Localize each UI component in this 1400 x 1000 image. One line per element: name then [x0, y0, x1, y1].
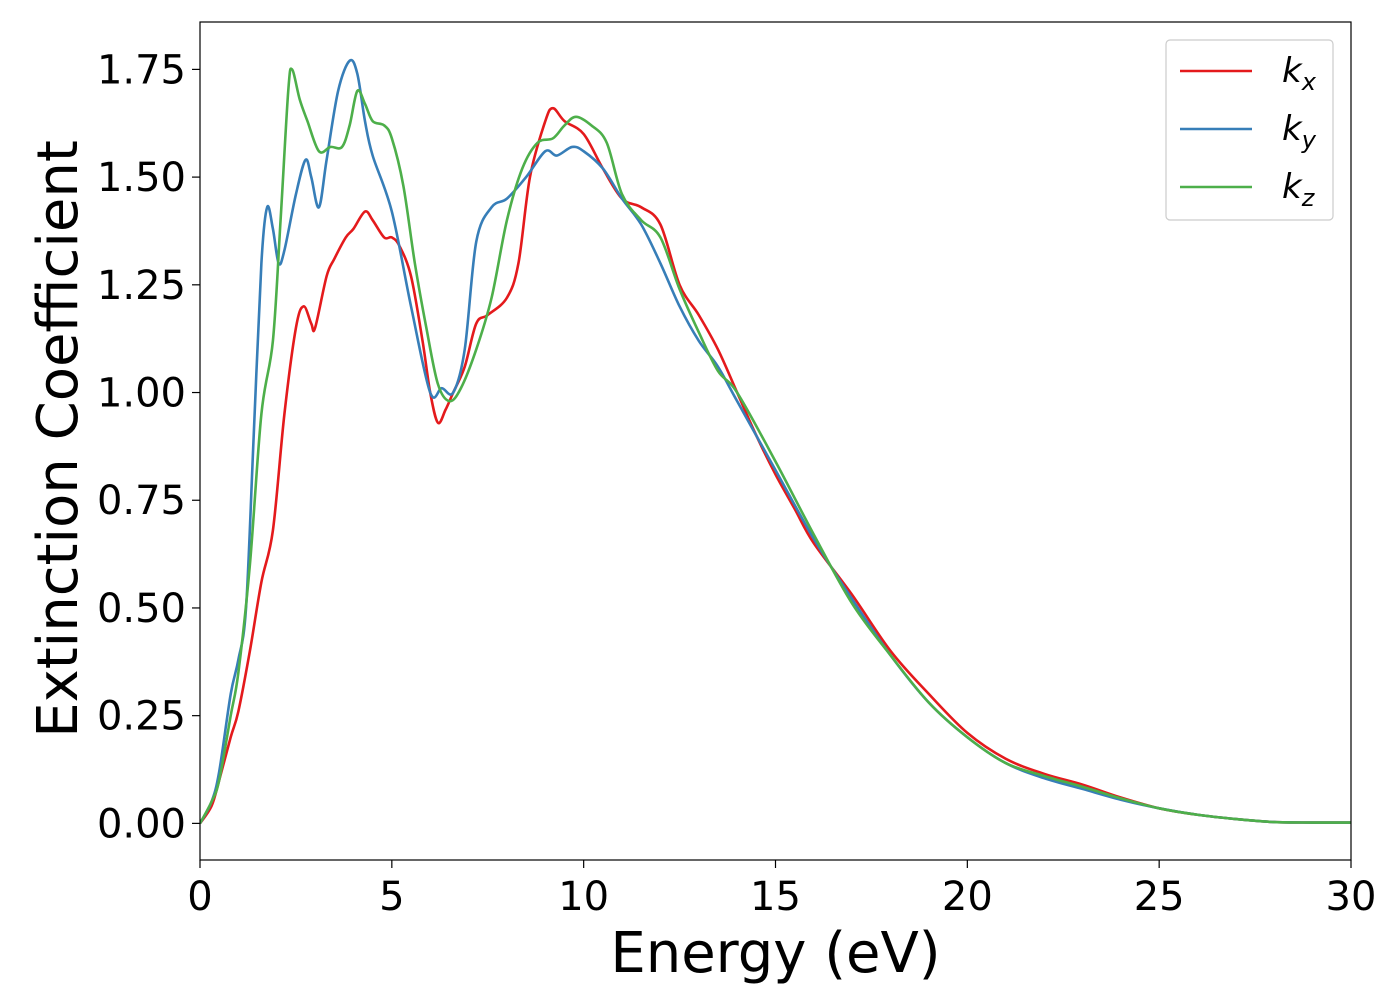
- y-tick-label: 1.50: [97, 155, 186, 201]
- x-tick-label: 15: [750, 874, 801, 920]
- x-tick-label: 30: [1326, 874, 1377, 920]
- y-tick-label: 1.25: [97, 263, 186, 309]
- series-line-kx: [200, 106, 1351, 825]
- series-line-kz: [200, 67, 1351, 824]
- x-tick-label: 25: [1134, 874, 1185, 920]
- x-axis-title: Energy (eV): [610, 921, 940, 986]
- x-tick-label: 5: [379, 874, 404, 920]
- y-tick-label: 0.75: [97, 478, 186, 524]
- x-tick-label: 10: [558, 874, 609, 920]
- y-axis-ticks: 0.00 0.25 0.50 0.75 1.00 1.25 1.50 1.75: [97, 47, 200, 847]
- y-tick-label: 1.75: [97, 47, 186, 93]
- series-layer: [200, 58, 1351, 825]
- y-tick-label: 0.25: [97, 694, 186, 740]
- y-tick-label: 0.00: [97, 801, 186, 847]
- x-tick-label: 20: [942, 874, 993, 920]
- y-axis-title: Extinction Coefficient: [26, 140, 91, 738]
- x-tick-label: 0: [187, 874, 212, 920]
- y-tick-label: 0.50: [97, 586, 186, 632]
- x-axis-ticks: 0 5 10 15 20 25 30: [187, 860, 1376, 920]
- y-tick-label: 1.00: [97, 371, 186, 417]
